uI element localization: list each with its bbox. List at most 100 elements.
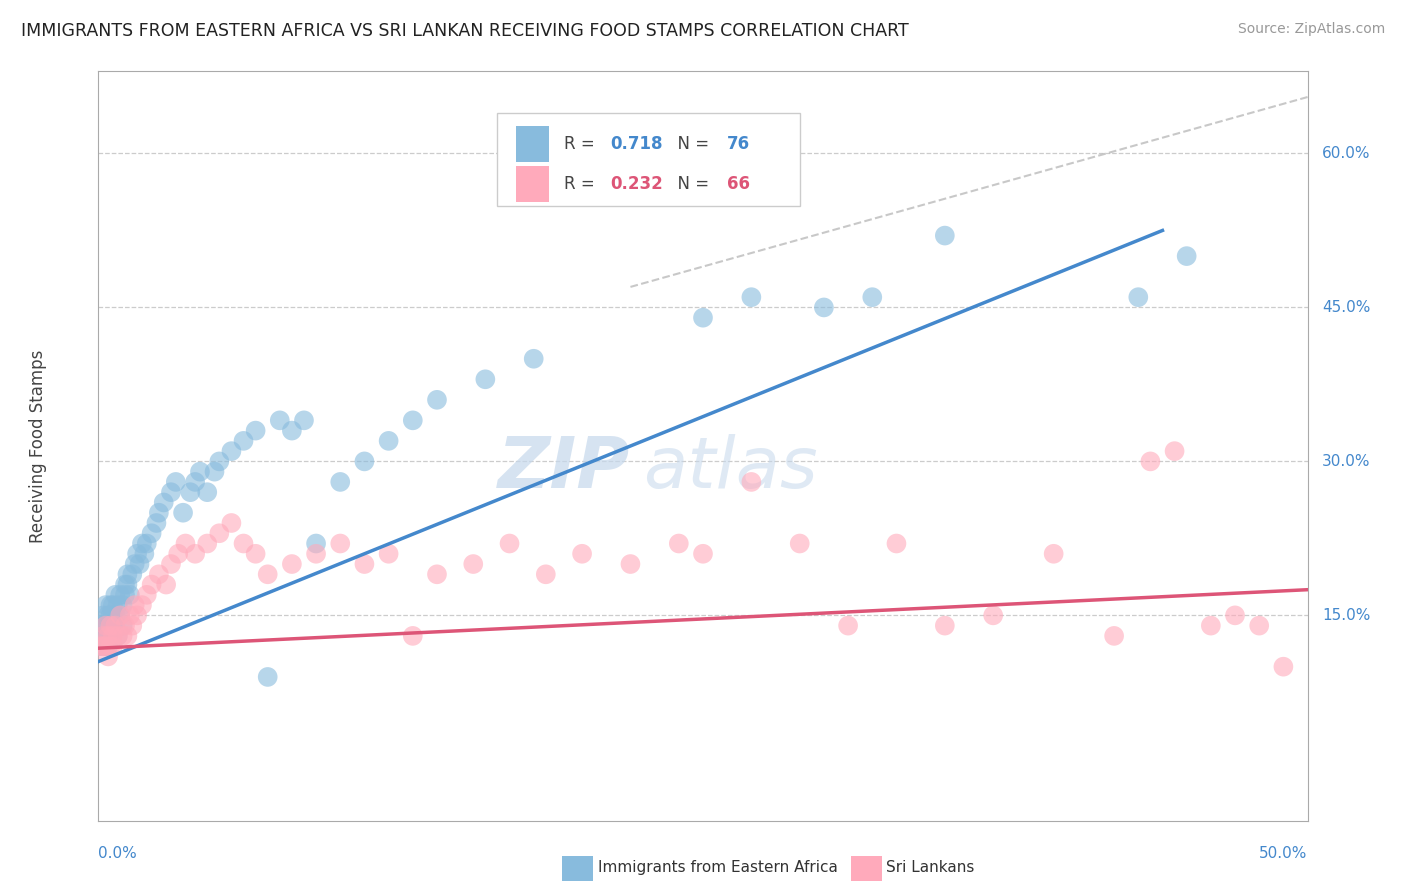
- Text: 45.0%: 45.0%: [1322, 300, 1371, 315]
- Point: [167, 547, 190, 561]
- Point: [101, 629, 124, 643]
- Point: [256, 567, 278, 582]
- Point: [353, 557, 375, 571]
- Point: [131, 536, 153, 550]
- Point: [104, 588, 127, 602]
- Point: [97, 629, 120, 643]
- FancyBboxPatch shape: [516, 166, 550, 202]
- Point: [100, 639, 122, 653]
- Text: 66: 66: [727, 175, 751, 193]
- Point: [131, 598, 153, 612]
- Text: N =: N =: [666, 135, 714, 153]
- Point: [90, 639, 112, 653]
- Point: [111, 629, 134, 643]
- Point: [174, 536, 197, 550]
- Point: [134, 547, 156, 561]
- FancyBboxPatch shape: [516, 126, 550, 161]
- Point: [204, 465, 226, 479]
- Point: [195, 536, 218, 550]
- Point: [141, 577, 163, 591]
- Text: 0.0%: 0.0%: [98, 847, 138, 862]
- Point: [1042, 547, 1064, 561]
- Point: [100, 608, 122, 623]
- Text: 15.0%: 15.0%: [1322, 607, 1371, 623]
- Text: R =: R =: [564, 135, 600, 153]
- Point: [1139, 454, 1161, 468]
- Point: [305, 536, 328, 550]
- Point: [127, 547, 149, 561]
- Point: [111, 598, 134, 612]
- Point: [107, 629, 129, 643]
- Point: [184, 547, 207, 561]
- Point: [100, 618, 122, 632]
- Point: [117, 629, 139, 643]
- Point: [108, 608, 131, 623]
- Point: [195, 485, 218, 500]
- Point: [94, 639, 117, 653]
- Point: [124, 557, 146, 571]
- Point: [94, 629, 117, 643]
- Point: [426, 392, 449, 407]
- Point: [124, 598, 146, 612]
- Point: [121, 618, 143, 632]
- Point: [692, 310, 714, 325]
- Text: ZIP: ZIP: [498, 434, 630, 503]
- Point: [104, 618, 127, 632]
- Point: [402, 629, 425, 643]
- Point: [474, 372, 496, 386]
- Point: [281, 557, 304, 571]
- Point: [1344, 680, 1367, 694]
- Point: [91, 639, 114, 653]
- Point: [329, 475, 352, 489]
- Point: [100, 629, 122, 643]
- Point: [94, 618, 117, 632]
- Text: R =: R =: [564, 175, 600, 193]
- Point: [97, 629, 120, 643]
- Point: [463, 557, 485, 571]
- Point: [1102, 629, 1125, 643]
- Text: 76: 76: [727, 135, 751, 153]
- Point: [107, 598, 129, 612]
- Text: 30.0%: 30.0%: [1322, 454, 1371, 469]
- Text: Sri Lankans: Sri Lankans: [886, 860, 974, 874]
- Point: [107, 629, 129, 643]
- Point: [256, 670, 278, 684]
- Point: [1199, 618, 1222, 632]
- Point: [135, 588, 157, 602]
- Point: [269, 413, 291, 427]
- Point: [692, 547, 714, 561]
- Text: Immigrants from Eastern Africa: Immigrants from Eastern Africa: [598, 860, 838, 874]
- Text: 0.232: 0.232: [610, 175, 662, 193]
- Point: [208, 526, 231, 541]
- Point: [114, 618, 136, 632]
- Point: [101, 598, 124, 612]
- Text: 60.0%: 60.0%: [1322, 146, 1371, 161]
- Point: [402, 413, 425, 427]
- Point: [1163, 444, 1185, 458]
- Point: [148, 567, 170, 582]
- Point: [934, 228, 956, 243]
- Point: [135, 536, 157, 550]
- Point: [91, 629, 114, 643]
- Point: [1223, 608, 1246, 623]
- Point: [208, 454, 231, 468]
- Point: [104, 608, 127, 623]
- Point: [118, 608, 141, 623]
- Point: [221, 516, 243, 530]
- Point: [165, 475, 187, 489]
- Point: [245, 424, 267, 438]
- Text: N =: N =: [666, 175, 714, 193]
- Point: [377, 547, 399, 561]
- Point: [90, 639, 112, 653]
- Point: [91, 629, 114, 643]
- Point: [668, 536, 690, 550]
- Point: [127, 608, 149, 623]
- Point: [104, 618, 127, 632]
- Point: [97, 618, 120, 632]
- Point: [1175, 249, 1198, 263]
- Point: [305, 547, 328, 561]
- Point: [94, 618, 117, 632]
- Point: [90, 618, 112, 632]
- Text: 50.0%: 50.0%: [1260, 847, 1308, 862]
- Point: [128, 557, 150, 571]
